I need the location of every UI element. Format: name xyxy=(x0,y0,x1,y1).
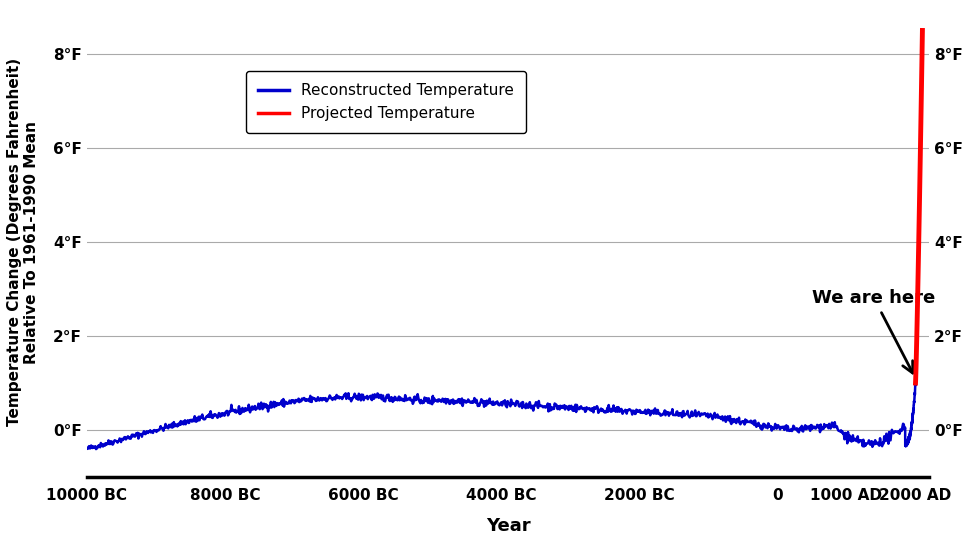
Legend: Reconstructed Temperature, Projected Temperature: Reconstructed Temperature, Projected Tem… xyxy=(246,71,526,133)
X-axis label: Year: Year xyxy=(485,517,530,535)
Y-axis label: Temperature Change (Degrees Fahrenheit)
Relative To 1961-1990 Mean: Temperature Change (Degrees Fahrenheit) … xyxy=(7,58,40,426)
Text: We are here: We are here xyxy=(812,289,935,373)
